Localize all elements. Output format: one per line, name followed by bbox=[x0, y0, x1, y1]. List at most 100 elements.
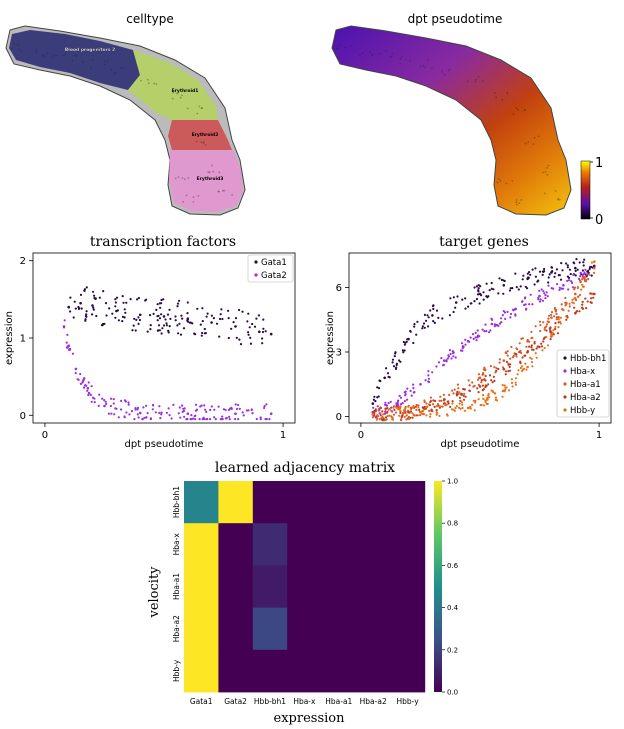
scatter-point bbox=[237, 403, 240, 407]
scatter-point bbox=[541, 273, 544, 276]
heatmap-cell bbox=[218, 565, 254, 608]
scatter-point bbox=[435, 365, 438, 368]
scatter-point bbox=[553, 306, 557, 310]
scatter-point bbox=[178, 299, 181, 302]
scatter-point bbox=[97, 404, 100, 407]
scatter-point bbox=[429, 309, 432, 312]
scatter-point bbox=[590, 301, 593, 304]
scatter-point bbox=[451, 400, 454, 403]
scatter-point bbox=[427, 374, 430, 377]
cell-point bbox=[176, 92, 179, 95]
scatter-point bbox=[542, 321, 545, 324]
scatter-point bbox=[117, 416, 120, 419]
scatter-point bbox=[502, 292, 505, 295]
scatter-point bbox=[72, 316, 75, 319]
scatter-point bbox=[138, 318, 141, 322]
legend-label: Gata2 bbox=[261, 271, 287, 281]
scatter-point bbox=[581, 303, 584, 306]
scatter-point bbox=[384, 403, 387, 406]
scatter-point bbox=[524, 285, 527, 288]
scatter-point bbox=[576, 268, 579, 271]
scatter-point bbox=[137, 316, 140, 319]
scatter-point bbox=[388, 414, 391, 417]
y-tick-label: 2 bbox=[20, 256, 26, 267]
scatter-point bbox=[219, 313, 222, 316]
scatter-point bbox=[584, 268, 587, 271]
scatter-point bbox=[412, 341, 415, 345]
scatter-point bbox=[514, 313, 517, 316]
scatter-point bbox=[588, 267, 591, 271]
scatter-point bbox=[566, 264, 569, 267]
scatter-point bbox=[534, 275, 538, 278]
scatter-point bbox=[569, 272, 572, 276]
scatter-point bbox=[238, 407, 241, 410]
scatter-point bbox=[450, 408, 453, 411]
scatter-point bbox=[453, 388, 456, 391]
cell-point bbox=[512, 113, 515, 115]
cell-point bbox=[172, 91, 175, 94]
scatter-point bbox=[555, 318, 558, 321]
scatter-point bbox=[576, 286, 580, 289]
scatter-point bbox=[440, 399, 443, 402]
cell-point bbox=[200, 107, 203, 109]
scatter-point bbox=[458, 391, 461, 394]
scatter-point bbox=[511, 385, 514, 388]
scatter-point bbox=[504, 373, 507, 376]
scatter-point bbox=[546, 344, 550, 347]
scatter-point bbox=[514, 381, 517, 384]
scatter-point bbox=[486, 398, 489, 401]
scatter-point bbox=[405, 398, 409, 401]
scatter-point bbox=[497, 292, 500, 295]
target-xlabel: dpt pseudotime bbox=[441, 439, 520, 450]
scatter-point bbox=[481, 389, 484, 392]
scatter-point bbox=[386, 415, 389, 418]
scatter-point bbox=[124, 311, 127, 314]
scatter-point bbox=[519, 360, 522, 363]
colorbar-tick-label: 0.6 bbox=[447, 562, 459, 570]
scatter-point bbox=[422, 407, 425, 410]
scatter-point bbox=[136, 413, 139, 416]
scatter-point bbox=[402, 409, 405, 412]
scatter-point bbox=[498, 358, 501, 361]
scatter-point bbox=[502, 366, 505, 369]
scatter-point bbox=[546, 320, 549, 323]
cell-point bbox=[204, 144, 207, 146]
scatter-point bbox=[445, 413, 449, 416]
scatter-point bbox=[557, 318, 560, 321]
cell-point bbox=[184, 178, 186, 181]
scatter-point bbox=[523, 354, 526, 357]
scatter-point bbox=[404, 341, 407, 344]
scatter-point bbox=[488, 374, 492, 377]
tf-ticks: 0 1 0 1 2 bbox=[20, 256, 287, 441]
scatter-point bbox=[402, 351, 405, 354]
scatter-point bbox=[372, 398, 375, 401]
scatter-point bbox=[583, 271, 586, 274]
scatter-point bbox=[107, 412, 110, 415]
scatter-point bbox=[215, 322, 219, 325]
scatter-point bbox=[221, 317, 224, 321]
cell-point bbox=[533, 136, 536, 139]
scatter-point bbox=[134, 329, 137, 332]
cell-point bbox=[447, 69, 450, 72]
scatter-point bbox=[572, 302, 575, 305]
legend-label: Hba-x bbox=[570, 367, 595, 377]
heatmap-cell bbox=[356, 523, 391, 566]
series-point bbox=[526, 277, 529, 281]
x-tick-label: 0 bbox=[42, 430, 48, 441]
scatter-point bbox=[384, 410, 387, 413]
cell-point bbox=[524, 142, 527, 145]
scatter-point bbox=[201, 418, 204, 421]
y-tick-label: 0 bbox=[336, 412, 342, 423]
heatmap-cell bbox=[390, 565, 426, 608]
scatter-point bbox=[480, 381, 483, 384]
scatter-point bbox=[112, 402, 115, 405]
scatter-point bbox=[133, 317, 136, 320]
scatter-point bbox=[456, 390, 459, 393]
scatter-point bbox=[379, 412, 382, 415]
cell-point bbox=[12, 42, 15, 44]
series-point bbox=[443, 359, 446, 362]
scatter-point bbox=[63, 319, 66, 322]
scatter-point bbox=[573, 288, 576, 291]
scatter-point bbox=[105, 402, 108, 406]
scatter-point bbox=[158, 411, 161, 414]
